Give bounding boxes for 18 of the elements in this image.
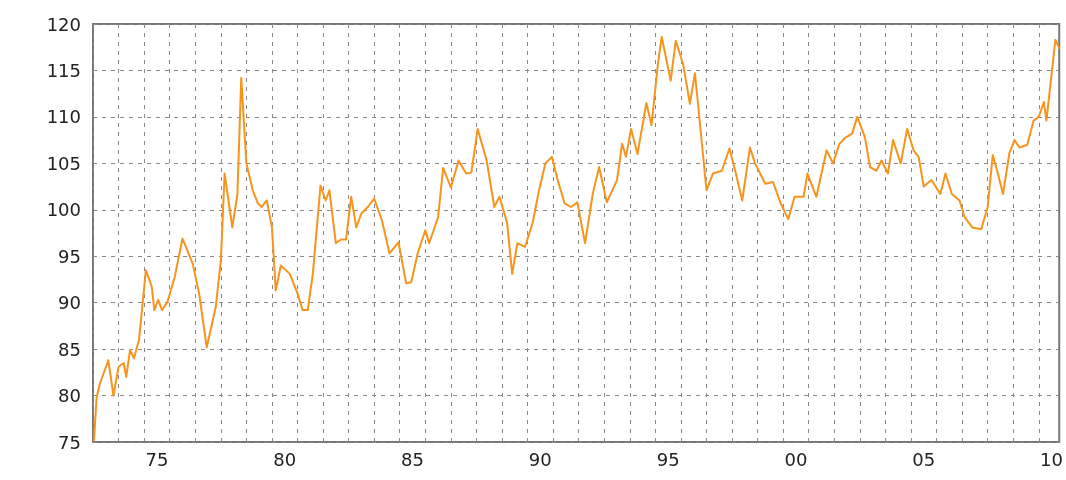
- y-tick-label: 100: [46, 199, 81, 221]
- x-tick-label: 05: [912, 448, 936, 470]
- y-tick-label: 80: [58, 385, 81, 407]
- y-tick-label: 90: [58, 292, 81, 314]
- x-tick-label: 00: [784, 448, 808, 470]
- y-tick-label: 75: [58, 431, 81, 453]
- y-tick-label: 120: [46, 13, 81, 35]
- x-tick-label: 90: [528, 448, 552, 470]
- x-tick-label: 75: [145, 448, 169, 470]
- x-tick-label: 80: [273, 448, 297, 470]
- y-tick-label: 115: [46, 59, 81, 81]
- x-tick-label: 85: [401, 448, 424, 470]
- y-tick-label: 105: [46, 152, 81, 174]
- x-tick-label: 10: [1040, 448, 1063, 470]
- y-tick-label: 110: [46, 106, 81, 128]
- y-tick-label: 95: [58, 245, 81, 267]
- x-tick-label: 95: [656, 448, 680, 470]
- y-tick-label: 85: [58, 338, 81, 360]
